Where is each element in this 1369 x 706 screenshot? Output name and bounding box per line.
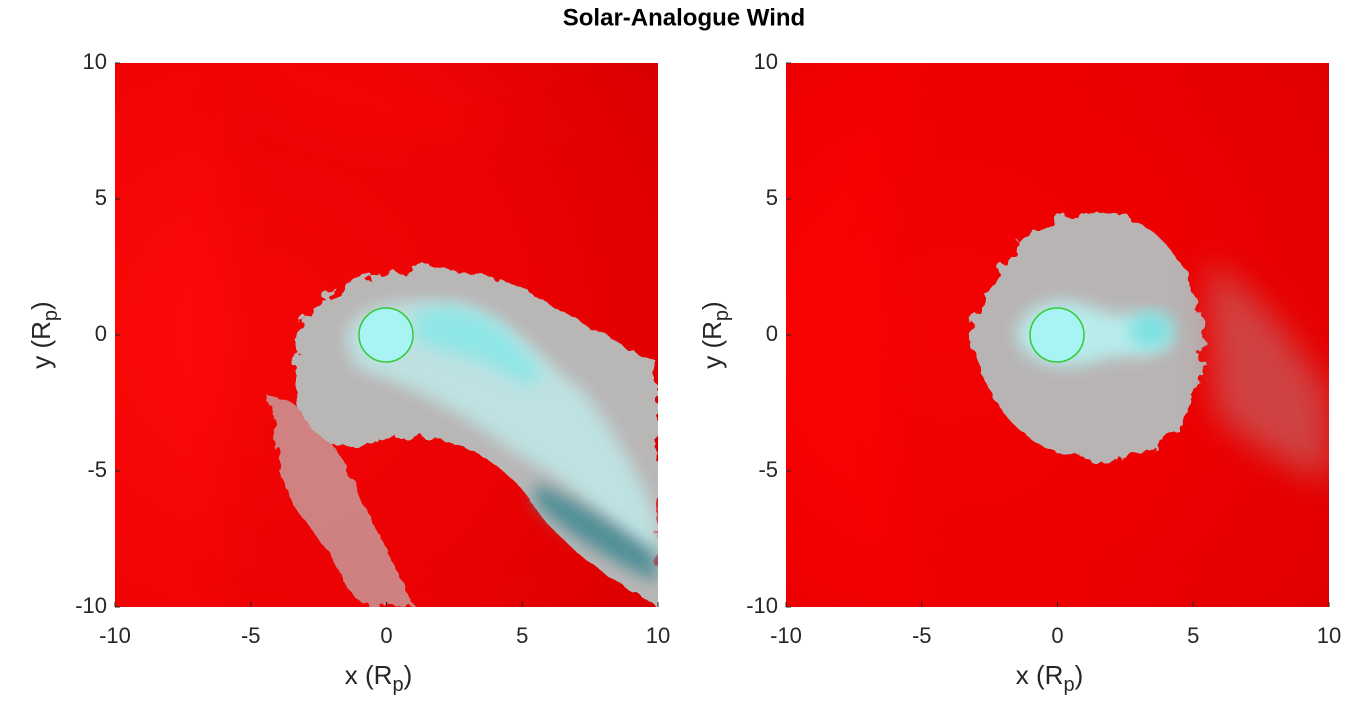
x-axis-label-part: p: [392, 674, 403, 696]
y-axis-label-part: p: [711, 310, 733, 321]
y-axis-label-part: ): [697, 301, 727, 310]
x-tick-label: 5: [1187, 623, 1199, 648]
y-tick-label: -5: [758, 457, 778, 482]
x-axis-label: x (Rp): [345, 660, 412, 696]
y-tick-label: -10: [746, 593, 778, 618]
y-axis-label: y (Rp): [26, 301, 62, 368]
x-axis-label-part: p: [1063, 674, 1074, 696]
y-axis-label-part: y (R: [697, 321, 727, 369]
panel-image: [115, 63, 658, 607]
panel-image: [786, 63, 1329, 607]
y-tick-label: 10: [83, 49, 107, 74]
x-tick-label: -5: [241, 623, 261, 648]
y-tick-label: 5: [766, 185, 778, 210]
y-axis-label-part: p: [40, 310, 62, 321]
x-tick-label: 0: [380, 623, 392, 648]
x-tick-label: 5: [516, 623, 528, 648]
y-tick-label: 10: [754, 49, 778, 74]
y-axis-label-part: y (R: [26, 321, 56, 369]
y-axis-label-part: ): [26, 301, 56, 310]
y-tick-label: 0: [766, 321, 778, 346]
x-axis-label-part: ): [404, 660, 413, 690]
x-axis-label: x (Rp): [1016, 660, 1083, 696]
x-axis-label-part: x (R: [1016, 660, 1064, 690]
x-tick-label: 10: [646, 623, 670, 648]
y-tick-label: -10: [75, 593, 107, 618]
x-tick-label: 10: [1317, 623, 1341, 648]
y-tick-label: -5: [87, 457, 107, 482]
x-tick-label: -10: [770, 623, 802, 648]
x-tick-label: 0: [1051, 623, 1063, 648]
y-axis-label: y (Rp): [697, 301, 733, 368]
y-tick-label: 5: [95, 185, 107, 210]
x-tick-label: -5: [912, 623, 932, 648]
x-axis-label-part: x (R: [345, 660, 393, 690]
figure-title: Solar-Analogue Wind: [563, 4, 805, 31]
y-tick-label: 0: [95, 321, 107, 346]
x-axis-label-part: ): [1075, 660, 1084, 690]
x-tick-label: -10: [99, 623, 131, 648]
